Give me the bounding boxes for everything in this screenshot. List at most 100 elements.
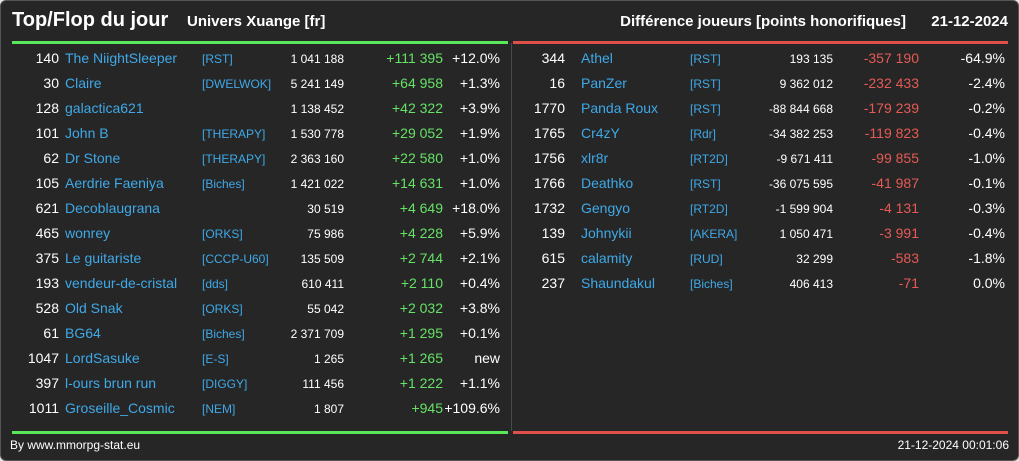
alliance-tag-link[interactable]: [RST] xyxy=(690,77,721,91)
points-difference: -179 239 xyxy=(863,100,919,116)
player-name-link[interactable]: Aerdrie Faeniya xyxy=(65,175,164,191)
alliance-tag-link[interactable]: [Biches] xyxy=(690,277,733,291)
player-name-link[interactable]: John B xyxy=(65,125,109,141)
points-difference: +4 649 xyxy=(399,200,443,216)
player-name-link[interactable]: Deathko xyxy=(581,175,634,191)
percent-change: -1.0% xyxy=(968,150,1005,166)
player-name-link[interactable]: The NiightSleeper xyxy=(65,50,178,66)
player-name-link[interactable]: BG64 xyxy=(65,325,101,341)
points-difference: +4 228 xyxy=(399,225,443,241)
player-name-link[interactable]: Cr4zY xyxy=(581,125,620,141)
player-name-link[interactable]: Groseille_Cosmic xyxy=(65,400,175,416)
player-name-link[interactable]: Le guitariste xyxy=(65,250,142,266)
alliance-tag-link[interactable]: [CCCP-U60] xyxy=(202,252,269,266)
player-points: -1 599 904 xyxy=(775,202,833,216)
player-name-link[interactable]: wonrey xyxy=(65,225,111,241)
player-rank: 128 xyxy=(35,100,59,116)
player-rank: 1732 xyxy=(533,200,565,216)
player-name-link[interactable]: l-ours brun run xyxy=(65,375,157,391)
player-rank: 101 xyxy=(35,125,59,141)
player-name-link[interactable]: LordSasuke xyxy=(65,350,140,366)
player-name-link[interactable]: Athel xyxy=(581,50,613,66)
player-points: 111 456 xyxy=(302,377,344,391)
player-rank: 139 xyxy=(541,225,565,241)
player-rank: 1756 xyxy=(533,150,565,166)
alliance-tag-link[interactable]: [Biches] xyxy=(202,327,245,341)
player-points: 1 050 471 xyxy=(779,227,833,241)
player-points: 9 362 012 xyxy=(779,77,833,91)
player-name-link[interactable]: vendeur-de-cristal xyxy=(65,275,178,291)
alliance-tag-link[interactable]: [DWELWOK] xyxy=(202,77,272,91)
alliance-tag-link[interactable]: [RST] xyxy=(202,52,233,66)
player-name-link[interactable]: Old Snak xyxy=(65,300,123,316)
top-losers-list: 344 Athel [RST] 193 135 -357 190 -64.9% 16 PanZ… xyxy=(525,46,1008,296)
player-name-link[interactable]: Johnykii xyxy=(581,225,632,241)
alliance-tag-link[interactable]: [ORKS] xyxy=(202,227,243,241)
percent-change: +3.8% xyxy=(459,300,500,316)
player-row: 1765 Cr4zY [Rdr] -34 382 253 -119 823 -0.4% xyxy=(525,121,1008,146)
player-points: 2 371 709 xyxy=(290,327,344,341)
column-divider xyxy=(511,43,512,431)
player-name-link[interactable]: Dr Stone xyxy=(65,150,121,166)
points-difference: -41 987 xyxy=(871,175,919,191)
player-row: 1766 Deathko [RST] -36 075 595 -41 987 -0.1% xyxy=(525,171,1008,196)
alliance-tag-link[interactable]: [THERAPY] xyxy=(202,127,266,141)
player-rank: 62 xyxy=(43,150,59,166)
player-row: 375 Le guitariste [CCCP-U60] 135 509 +2 744 +… xyxy=(12,246,508,271)
player-row: 344 Athel [RST] 193 135 -357 190 -64.9% xyxy=(525,46,1008,71)
alliance-tag-link[interactable]: [THERAPY] xyxy=(202,152,266,166)
player-points: 1 530 778 xyxy=(290,127,344,141)
percent-change: +18.0% xyxy=(452,200,500,216)
player-points: -36 075 595 xyxy=(768,177,833,191)
alliance-tag-link[interactable]: [Biches] xyxy=(202,177,245,191)
points-difference: +945 xyxy=(411,400,443,416)
percent-change: -2.4% xyxy=(968,75,1005,91)
player-points: 32 299 xyxy=(796,252,833,266)
alliance-tag-link[interactable]: [E-S] xyxy=(202,352,229,366)
player-points: 610 411 xyxy=(301,277,345,291)
alliance-tag-link[interactable]: [RT2D] xyxy=(690,152,728,166)
points-difference: +64 958 xyxy=(392,75,443,91)
percent-change: -64.9% xyxy=(960,50,1005,66)
player-row: 62 Dr Stone [THERAPY] 2 363 160 +22 580 +1.0% xyxy=(12,146,508,171)
player-points: 55 042 xyxy=(307,302,344,316)
alliance-tag-link[interactable]: [RST] xyxy=(690,177,721,191)
player-row: 1732 Gengyo [RT2D] -1 599 904 -4 131 -0.3% xyxy=(525,196,1008,221)
player-points: 1 265 xyxy=(313,352,344,366)
player-name-link[interactable]: Shaundakul xyxy=(581,275,655,291)
flop-bar-upper xyxy=(513,41,1008,44)
points-difference: +1 295 xyxy=(399,325,443,341)
player-rank: 237 xyxy=(541,275,565,291)
player-name-link[interactable]: Claire xyxy=(65,75,102,91)
percent-change: +3.9% xyxy=(459,100,500,116)
percent-change: +1.0% xyxy=(459,150,500,166)
player-name-link[interactable]: calamity xyxy=(581,250,633,266)
points-difference: +2 110 xyxy=(400,275,443,291)
player-points: 1 807 xyxy=(313,402,344,416)
player-name-link[interactable]: galactica621 xyxy=(65,100,144,116)
alliance-tag-link[interactable]: [DIGGY] xyxy=(202,377,248,391)
player-rank: 1766 xyxy=(533,175,565,191)
player-name-link[interactable]: Decoblaugrana xyxy=(65,200,160,216)
alliance-tag-link[interactable]: [RUD] xyxy=(690,252,723,266)
percent-change: +0.4% xyxy=(459,275,500,291)
player-points: -9 671 411 xyxy=(776,152,834,166)
alliance-tag-link[interactable]: [ORKS] xyxy=(202,302,243,316)
alliance-tag-link[interactable]: [RST] xyxy=(690,52,721,66)
top-bar-lower xyxy=(12,431,508,434)
points-difference: -3 991 xyxy=(879,225,919,241)
alliance-tag-link[interactable]: [dds] xyxy=(202,277,229,291)
alliance-tag-link[interactable]: [RT2D] xyxy=(690,202,728,216)
points-difference: +29 052 xyxy=(392,125,443,141)
alliance-tag-link[interactable]: [RST] xyxy=(690,102,721,116)
alliance-tag-link[interactable]: [AKERA] xyxy=(690,227,738,241)
player-name-link[interactable]: PanZer xyxy=(581,75,627,91)
alliance-tag-link[interactable]: [NEM] xyxy=(202,402,236,416)
player-name-link[interactable]: Panda Roux xyxy=(581,100,659,116)
percent-change: -0.1% xyxy=(968,175,1005,191)
player-name-link[interactable]: Gengyo xyxy=(581,200,631,216)
points-difference: +1 265 xyxy=(399,350,443,366)
alliance-tag-link[interactable]: [Rdr] xyxy=(690,127,717,141)
player-name-link[interactable]: xlr8r xyxy=(581,150,609,166)
